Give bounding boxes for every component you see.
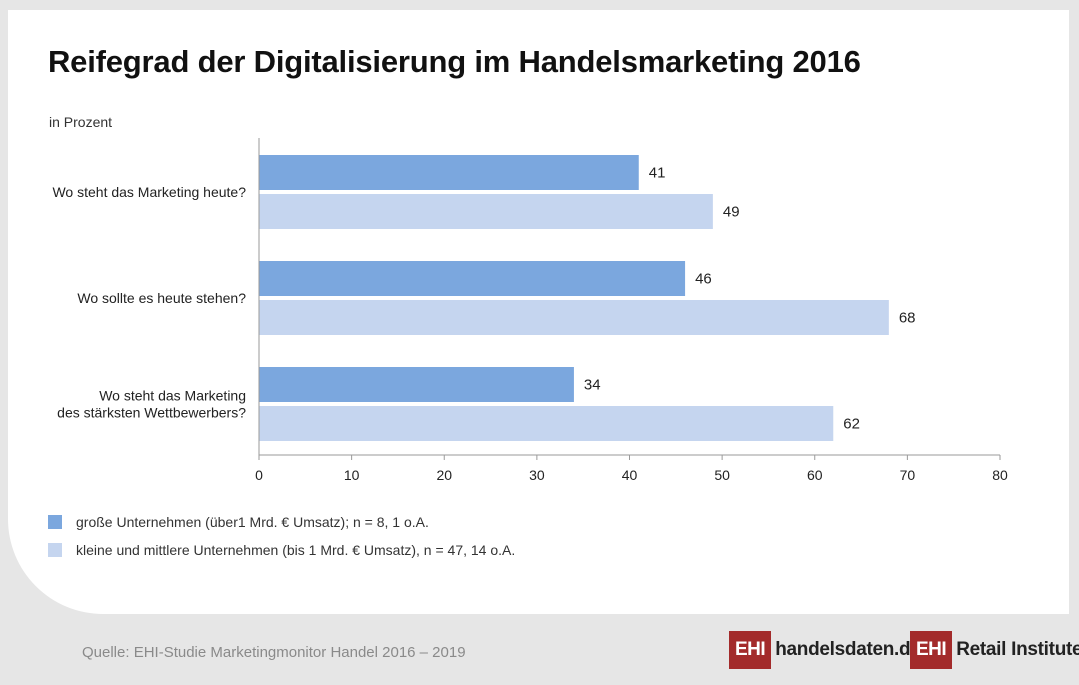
bar-s1-c2: [259, 406, 834, 441]
logo-retail-institute-name: Retail Institute: [956, 639, 1079, 660]
legend-swatch-large: [48, 515, 62, 529]
logo-handelsdaten-box: EHI: [729, 631, 772, 669]
x-tick-label-3: 30: [529, 467, 545, 483]
chart-title: Reifegrad der Digitalisierung im Handels…: [48, 44, 861, 79]
bar-s1-c0: [259, 194, 713, 229]
logo-retail-institute: EHI Retail Institute®: [910, 631, 1079, 669]
logo-retail-institute-text: Retail Institute®: [956, 639, 1079, 661]
category-label-1-line-0: Wo sollte es heute stehen?: [77, 290, 246, 306]
legend-item-small: kleine und mittlere Unternehmen (bis 1 M…: [48, 542, 515, 558]
logo-handelsdaten-text: handelsdaten.de: [775, 639, 921, 660]
legend-swatch-small: [48, 543, 62, 557]
x-tick-label-5: 50: [714, 467, 730, 483]
data-label-s0-c0: 41: [649, 165, 666, 182]
legend: große Unternehmen (über1 Mrd. € Umsatz);…: [48, 514, 515, 570]
x-tick-label-7: 70: [900, 467, 916, 483]
data-label-s0-c1: 46: [695, 271, 712, 288]
source-note: Quelle: EHI-Studie Marketingmonitor Hand…: [82, 644, 466, 661]
legend-label-small: kleine und mittlere Unternehmen (bis 1 M…: [76, 542, 516, 558]
x-tick-label-4: 40: [622, 467, 638, 483]
data-label-s1-c1: 68: [899, 310, 916, 327]
data-label-s1-c0: 49: [723, 204, 740, 221]
bar-s0-c0: [259, 155, 639, 190]
bar-s0-c1: [259, 261, 686, 296]
x-tick-label-6: 60: [807, 467, 823, 483]
x-tick-label-2: 20: [436, 467, 452, 483]
logo-retail-institute-box: EHI: [910, 631, 953, 669]
category-label-0-line-0: Wo steht das Marketing heute?: [52, 184, 246, 200]
logo-handelsdaten: EHI handelsdaten.de: [729, 631, 921, 669]
bar-s1-c1: [259, 300, 889, 335]
data-label-s0-c2: 34: [584, 377, 601, 394]
x-tick-label-8: 80: [992, 467, 1008, 483]
category-label-2-line-0: Wo steht das Marketing: [99, 388, 246, 404]
unit-label: in Prozent: [49, 114, 113, 130]
data-label-s1-c2: 62: [843, 416, 860, 433]
x-tick-label-0: 0: [255, 467, 263, 483]
legend-label-large: große Unternehmen (über1 Mrd. € Umsatz);…: [76, 514, 429, 530]
x-tick-label-1: 10: [344, 467, 360, 483]
legend-item-large: große Unternehmen (über1 Mrd. € Umsatz);…: [48, 514, 515, 530]
bar-s0-c2: [259, 367, 574, 402]
category-label-2-line-1: des stärksten Wettbewerbers?: [57, 405, 246, 421]
